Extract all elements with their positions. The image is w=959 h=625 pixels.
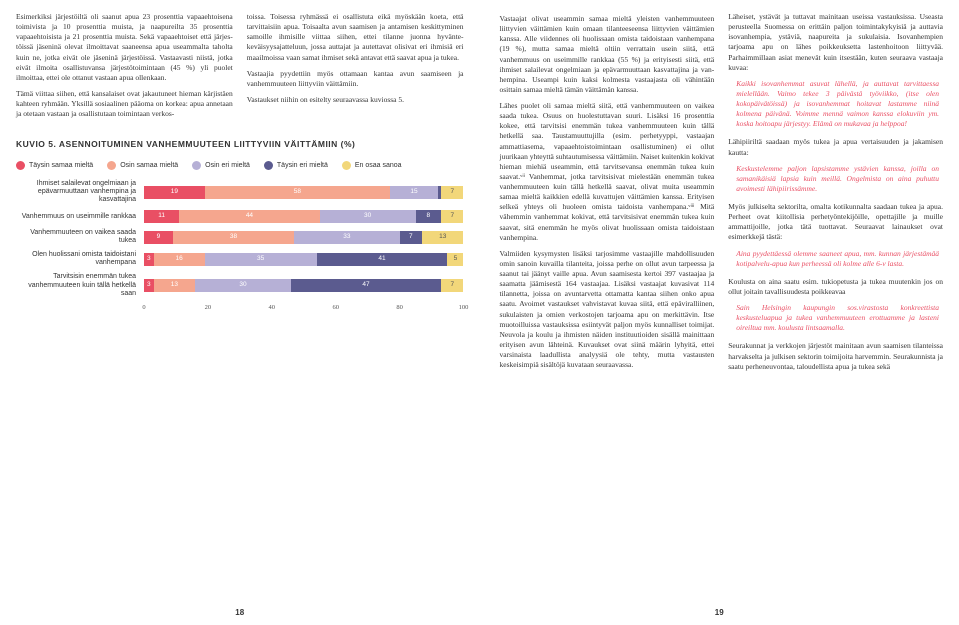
page-left: Esimerkiksi järjestöiltä oli saanut apua… (0, 0, 480, 625)
chart-row-label: Vanhemmuuteen on vaikea saada tukea (16, 229, 144, 245)
chart-row: Vanhemmuuteen on vaikea saada tukea93833… (16, 229, 464, 245)
page-number: 19 (715, 608, 724, 619)
para: Seurakunnat ja verkkojen järjestöt maini… (728, 341, 943, 371)
legend-item: Osin samaa mieltä (107, 161, 178, 170)
chart-segment: 58 (205, 186, 390, 199)
chart-segment: 7 (400, 231, 422, 244)
legend-label: Täysin eri mieltä (277, 161, 328, 170)
chart-segment: 5 (447, 253, 463, 266)
legend-swatch (16, 161, 25, 170)
chart-row: Olen huolissani omista taidoistani vanhe… (16, 251, 464, 267)
chart-bar: 31635415 (144, 253, 464, 266)
chart-segment: 7 (441, 210, 463, 223)
chart-segment: 7 (441, 186, 463, 199)
chart-legend: Täysin samaa mieltä Osin samaa mieltä Osin… (16, 161, 464, 170)
chart-row-label: Vanhemmuus on useimmille rankkaa (16, 213, 144, 221)
chart-segment: 33 (294, 231, 399, 244)
page-right: Vastaajat olivat useammin samaa mieltä y… (480, 0, 959, 625)
right-text-columns: Vastaajat olivat useammin samaa mieltä y… (500, 12, 944, 378)
para: Lähes puolet oli samaa mieltä siitä, ett… (500, 101, 715, 243)
para: Esimerkiksi järjestöiltä oli saanut apua… (16, 12, 233, 83)
chart-segment: 7 (441, 279, 463, 292)
chart-segment: 13 (422, 231, 464, 244)
chart-segment: 30 (195, 279, 291, 292)
chart-segment: 38 (173, 231, 294, 244)
para: Valmiiden kysymysten lisäksi tarjosimme … (500, 249, 715, 371)
legend-item: En osaa sanoa (342, 161, 402, 170)
axis-tick: 100 (459, 304, 469, 313)
chart-segment: 11 (144, 210, 179, 223)
legend-label: Täysin samaa mieltä (29, 161, 93, 170)
chart-segment: 35 (205, 253, 317, 266)
chart-segment: 8 (416, 210, 442, 223)
chart-bar: 11443087 (144, 210, 464, 223)
para: Myös julkiselta sektorilta, omalta kotik… (728, 202, 943, 243)
legend-swatch (107, 161, 116, 170)
axis-tick: 60 (332, 304, 339, 313)
axis-tick: 20 (205, 304, 212, 313)
chart-segment: 3 (144, 253, 154, 266)
axis-tick: 40 (269, 304, 276, 313)
quote: Keskustelemme paljon lapsistamme ystävie… (736, 164, 943, 194)
chart-segment: 44 (179, 210, 320, 223)
para: toissa. Toisessa ryhmässä ei osallistuta… (247, 12, 464, 63)
chart-segment: 9 (144, 231, 173, 244)
para: Lähipiiriltä saadaan myös tukea ja apua … (728, 137, 943, 157)
chart-segment: 47 (291, 279, 441, 292)
chart-segment: 15 (390, 186, 438, 199)
chart-row-label: Ihmiset salailevat ongelmiaan ja epävarm… (16, 180, 144, 204)
legend-swatch (192, 161, 201, 170)
legend-label: Osin eri mieltä (205, 161, 250, 170)
chart-bar: 93833713 (144, 231, 464, 244)
para: Vastaajat olivat useammin samaa mieltä y… (500, 14, 715, 95)
chart-segment: 41 (317, 253, 448, 266)
left-col-2: toissa. Toisessa ryhmässä ei osallistuta… (247, 12, 464, 125)
chart-row: Ihmiset salailevat ongelmiaan ja epävarm… (16, 180, 464, 204)
chart-bar: 1958157 (144, 186, 464, 199)
para: Tämä viittaa siihen, että kansalaiset ov… (16, 89, 233, 119)
legend-label: En osaa sanoa (355, 161, 402, 170)
chart-row: Vanhemmuus on useimmille rankkaa11443087 (16, 210, 464, 223)
page-number: 18 (235, 608, 244, 619)
chart-segment: 13 (154, 279, 196, 292)
chart-segment: 19 (144, 186, 205, 199)
left-col-1: Esimerkiksi järjestöiltä oli saanut apua… (16, 12, 233, 125)
legend-item: Osin eri mieltä (192, 161, 250, 170)
chart-row-label: Tarvitsisin enemmän tukea vanhemmuuteen … (16, 273, 144, 297)
chart-body: Ihmiset salailevat ongelmiaan ja epävarm… (16, 180, 464, 297)
axis-tick: 80 (396, 304, 403, 313)
para: Läheiset, ystävät ja tuttavat mainitaan … (728, 12, 943, 73)
para: Koulusta on aina saatu esim. tukiopetust… (728, 277, 943, 297)
quote: Kaikki isovanhemmat asuvat lähellä, ja a… (736, 79, 943, 130)
legend-swatch (342, 161, 351, 170)
quote: Aina pyydettäessä olemme saaneet apua, m… (736, 249, 943, 269)
chart-title: KUVIO 5. ASENNOITUMINEN VANHEMMUUTEEN LI… (16, 139, 464, 150)
chart-segment: 16 (154, 253, 205, 266)
right-col-1: Vastaajat olivat useammin samaa mieltä y… (500, 12, 715, 378)
para: Vastaukset niihin on esitelty seuraavass… (247, 95, 464, 105)
chart-bar: 31330477 (144, 279, 464, 292)
legend-item: Täysin eri mieltä (264, 161, 328, 170)
axis-tick: 0 (142, 304, 145, 313)
chart-axis: 020406080100 (144, 304, 464, 314)
right-col-2: Läheiset, ystävät ja tuttavat mainitaan … (728, 12, 943, 378)
chart-row: Tarvitsisin enemmän tukea vanhemmuuteen … (16, 273, 464, 297)
quote: Sain Helsingin kaupungin sos.virastosta … (736, 303, 943, 333)
left-text-columns: Esimerkiksi järjestöiltä oli saanut apua… (16, 12, 464, 125)
para: Vastaajia pyydettiin myös ottamaan kanta… (247, 69, 464, 89)
chart-segment: 30 (320, 210, 416, 223)
legend-swatch (264, 161, 273, 170)
chart-row-label: Olen huolissani omista taidoistani vanhe… (16, 251, 144, 267)
legend-label: Osin samaa mieltä (120, 161, 178, 170)
chart-segment: 3 (144, 279, 154, 292)
legend-item: Täysin samaa mieltä (16, 161, 93, 170)
